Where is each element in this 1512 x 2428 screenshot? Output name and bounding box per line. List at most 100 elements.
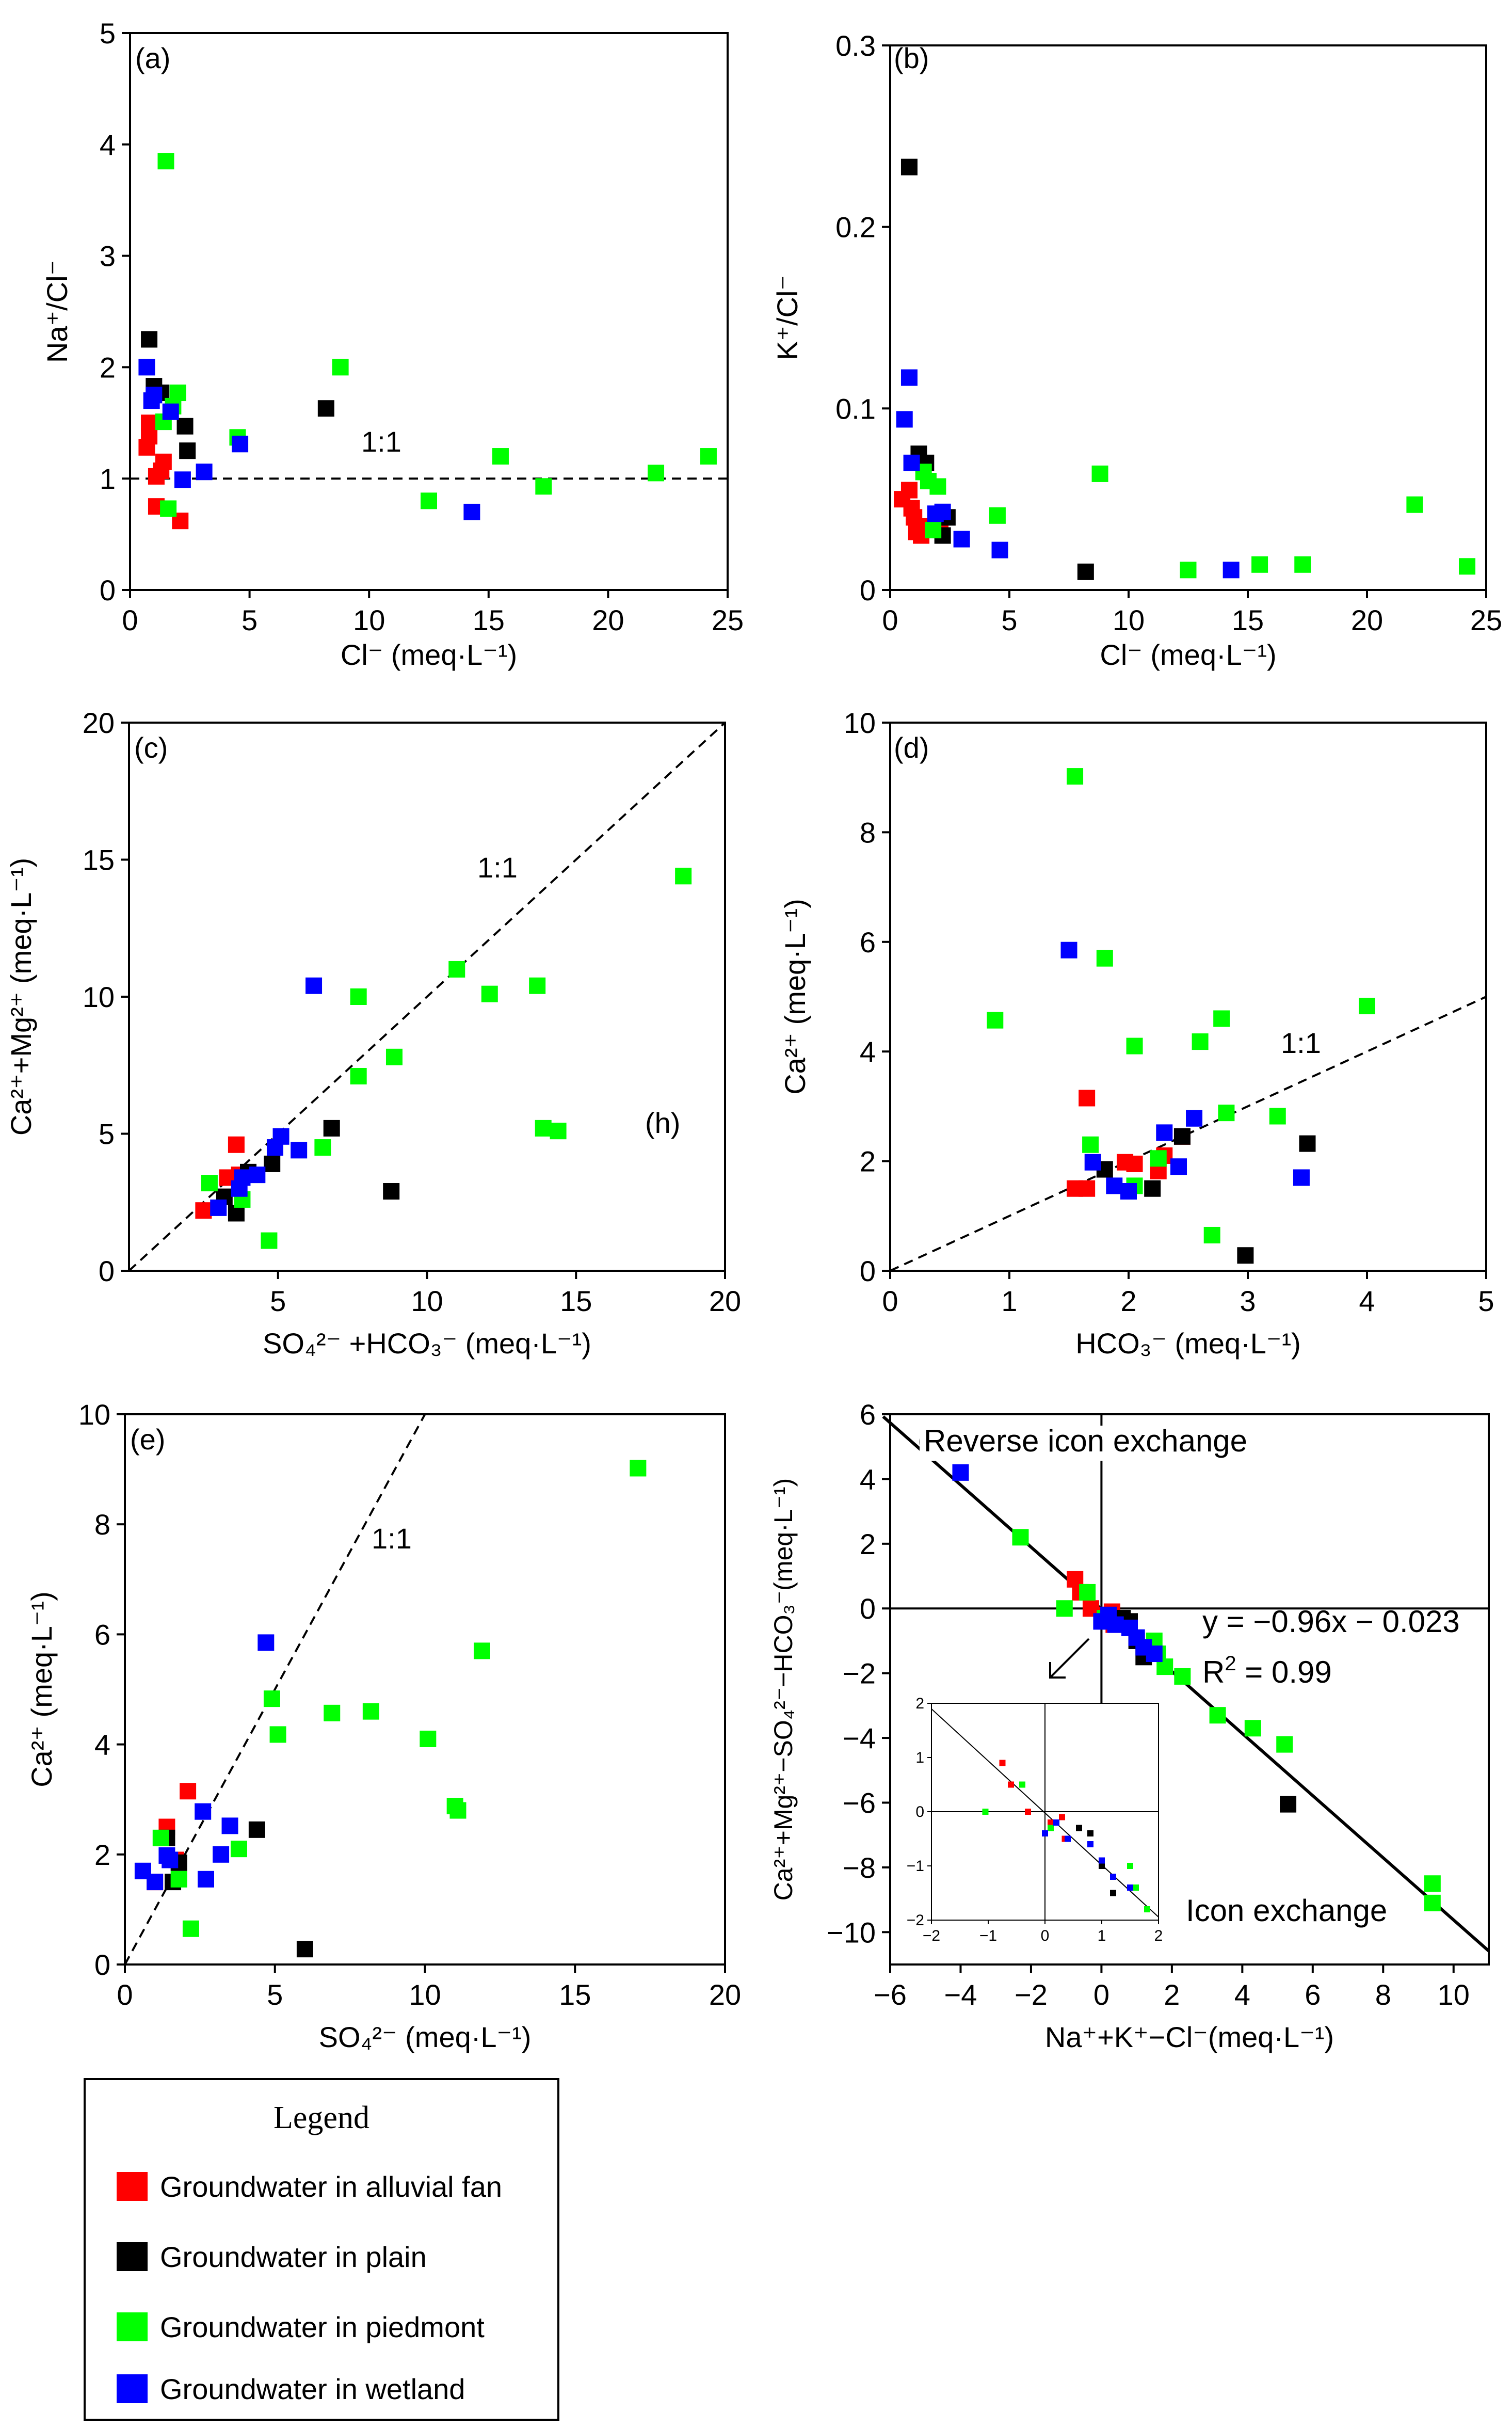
inset-data-point [1110,1874,1116,1880]
data-point [230,1841,247,1858]
x-tick-label: 15 [559,1978,591,2011]
data-point [314,1139,331,1156]
data-point [1223,562,1240,579]
inset-data-point [999,1760,1006,1766]
y-tick-label: 6 [860,1398,876,1431]
y-tick-label: −4 [843,1722,876,1754]
data-point [170,1871,187,1888]
data-point [147,1874,164,1891]
y-tick-label: 0 [100,574,116,606]
x-tick-label: 4 [1234,1978,1250,2011]
y-tick-label: 6 [860,926,876,959]
y-tick-label: 4 [860,1035,876,1068]
panel-tag: (b) [894,42,929,74]
data-point [162,403,179,420]
panel-c: 5 10 15 20 0 5 10 15 20 (c) SO₄²⁻ +HCO₃⁻ (meq·L⁻¹)… [5,707,741,1360]
data-point [1251,556,1268,573]
data-point [473,1642,490,1659]
x-axis-label: Na⁺+K⁺−Cl⁻(meq·L⁻¹) [1045,2021,1334,2053]
data-point [420,1730,437,1747]
plot-frame [124,1413,726,1966]
inset-data-point [1065,1835,1071,1842]
inset-data-point [1127,1863,1133,1869]
data-point [174,471,191,488]
annotation-label: y = −0.96x − 0.023 [1202,1604,1460,1639]
inset-data-point [1133,1884,1139,1891]
y-tick-label: 2 [94,1839,110,1871]
y-tick-label: 8 [94,1508,110,1541]
x-tick-label: 10 [353,604,385,636]
data-point [195,1803,212,1820]
legend-label: Groundwater in piedmont [160,2310,485,2343]
y-axis-label: Ca²⁺+Mg²⁺ (meq·L⁻¹) [5,858,37,1136]
data-point [350,1067,367,1084]
data-point [138,359,155,376]
y-tick-label: 15 [83,844,115,876]
data-point [198,1871,215,1888]
inset-data-point [1087,1841,1093,1847]
panel-a: 0 5 10 15 20 25 0 1 2 3 4 5 (a) Cl⁻ (meq·L⁻¹) Na⁺/Cl⁻ 1… [41,17,744,671]
data-point [929,478,946,495]
plot-frame [129,32,729,591]
data-point [953,531,970,548]
panel-e: 0 5 10 15 20 0 2 4 6 8 10 (e) SO₄²⁻ (meq·L⁻¹) Ca²⁺ (m… [25,1398,741,2053]
reference-line-1to1 [124,1414,426,1965]
y-tick-label: 3 [100,240,116,273]
x-axis-label: SO₄²⁻ +HCO₃⁻ (meq·L⁻¹) [263,1327,591,1360]
legend-item-piedmont: Groundwater in piedmont [117,2310,485,2343]
inset-x-tick-label: 1 [1098,1927,1106,1944]
data-point [196,464,213,481]
data-point [952,1464,969,1481]
data-point [1276,1736,1293,1753]
data-point [213,1846,230,1863]
legend-swatch [117,2374,148,2403]
x-tick-label: 6 [1305,1978,1321,2011]
data-point [176,418,194,435]
data-point [1060,941,1077,959]
data-point [1144,1180,1161,1197]
data-point [269,1726,286,1743]
x-axis-label: Cl⁻ (meq·L⁻¹) [341,638,517,671]
x-tick-label: 3 [1240,1285,1256,1317]
inset-x-tick-label: −1 [979,1927,997,1944]
x-tick-label: 2 [1120,1285,1136,1317]
panel-b: 0 5 10 15 20 25 0 0.1 0.2 0.3 (b) Cl⁻ (meq·L⁻¹) K⁺/C… [771,29,1502,671]
y-tick-label: 4 [94,1729,110,1761]
annotation-label: 1:1 [1281,1027,1321,1059]
legend-item-alluvial-fan: Groundwater in alluvial fan [117,2170,502,2203]
data-point [535,1120,552,1137]
data-point [1056,1600,1073,1617]
x-tick-label: −4 [944,1978,977,2011]
y-tick-label: 0.2 [835,211,876,244]
data-point [1096,950,1113,967]
inset-data-point [1076,1825,1082,1831]
data-point [1146,1646,1163,1663]
inset-x-tick-label: 2 [1154,1927,1163,1944]
legend-swatch [117,2242,148,2271]
data-point [1012,1529,1029,1546]
y-axis-label: Na⁺/Cl⁻ [41,260,73,363]
data-point [1209,1707,1226,1724]
panel-d: 0 1 2 3 4 5 0 2 4 6 8 10 (d) HCO₃⁻ (meq·L⁻¹) Ca²⁺ (meq… [779,707,1494,1360]
y-tick-label: 10 [83,981,115,1013]
panel-tag: (e) [130,1423,165,1456]
inset-data-point [1099,1857,1105,1864]
x-tick-label: −2 [1015,1978,1048,2011]
inset-x-tick-label: 0 [1041,1927,1050,1944]
x-tick-label: 5 [1001,604,1017,636]
data-point [1180,562,1197,579]
x-tick-label: 0 [117,1978,133,2011]
data-point [234,1169,251,1186]
data-point [1082,1136,1099,1153]
annotation-label: 1:1 [477,851,518,884]
data-point [248,1821,265,1838]
legend-label: Groundwater in alluvial fan [160,2170,503,2203]
data-point [421,492,437,509]
data-point [179,442,196,459]
data-point [180,1783,197,1800]
data-point [535,478,552,495]
annotation-label: (h) [645,1107,680,1139]
y-tick-label: 2 [860,1528,876,1560]
y-tick-label: 10 [78,1398,110,1431]
plot-frame [889,722,1487,1272]
